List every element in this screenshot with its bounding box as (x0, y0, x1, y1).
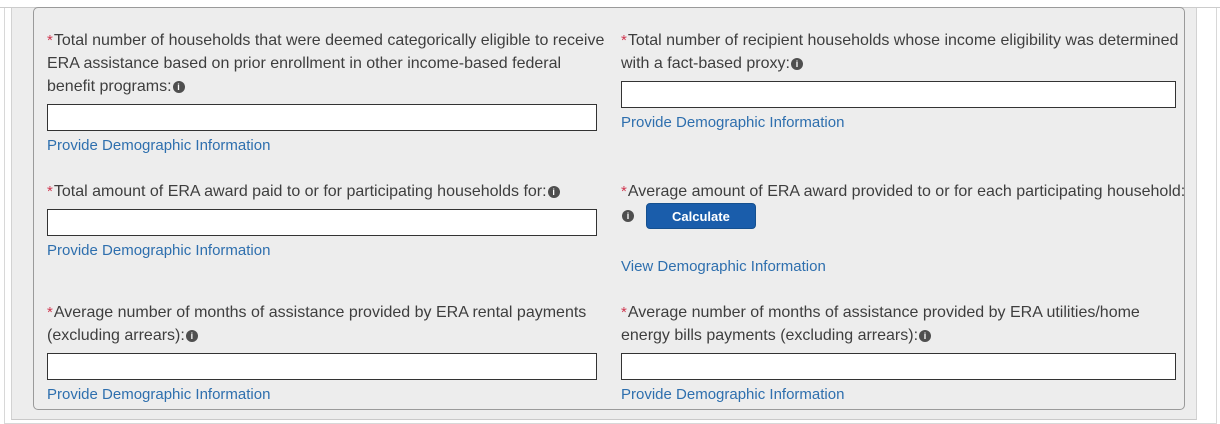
field-label-text: Average number of months of assistance p… (621, 304, 1140, 344)
average-months-utilities-payments-input[interactable] (621, 353, 1176, 380)
required-asterisk: * (621, 32, 627, 49)
provide-demographic-link[interactable]: Provide Demographic Information (47, 137, 271, 154)
required-asterisk: * (621, 304, 627, 321)
provide-demographic-link[interactable]: Provide Demographic Information (621, 114, 845, 131)
average-months-rental-payments-input[interactable] (47, 353, 597, 380)
field-average-months-rental-payments: *Average number of months of assistance … (47, 301, 597, 404)
field-label: *Total number of recipient households wh… (621, 29, 1188, 75)
total-era-award-paid-input[interactable] (47, 209, 597, 236)
era-assistance-fieldset: *Total number of households that were de… (33, 7, 1185, 410)
info-icon[interactable]: i (919, 330, 932, 342)
info-icon[interactable]: i (172, 81, 185, 93)
field-label: *Average number of months of assistance … (47, 301, 609, 347)
provide-demographic-link[interactable]: Provide Demographic Information (47, 242, 271, 259)
households-fact-based-proxy-input[interactable] (621, 81, 1176, 108)
field-households-fact-based-proxy: *Total number of recipient households wh… (621, 29, 1178, 132)
field-average-era-award-per-household: *Average amount of ERA award provided to… (621, 180, 1185, 276)
field-label-text: Total number of households that were dee… (47, 32, 605, 95)
required-asterisk: * (621, 183, 627, 200)
required-asterisk: * (47, 32, 53, 49)
calculate-button[interactable]: Calculate (646, 203, 756, 229)
field-households-categorically-eligible: *Total number of households that were de… (47, 29, 604, 155)
info-icon[interactable]: i (185, 330, 198, 342)
form-grid: *Total number of households that were de… (34, 8, 1185, 404)
field-total-era-award-paid: *Total amount of ERA award paid to or fo… (47, 180, 597, 260)
households-categorically-eligible-input[interactable] (47, 104, 597, 131)
info-icon[interactable]: i (622, 210, 634, 223)
required-asterisk: * (47, 183, 53, 200)
info-icon[interactable]: i (547, 186, 560, 198)
field-label-text: Average amount of ERA award provided to … (627, 183, 1186, 200)
field-label: *Total amount of ERA award paid to or fo… (47, 180, 609, 203)
field-label: *Average amount of ERA award provided to… (621, 180, 1188, 229)
provide-demographic-link[interactable]: Provide Demographic Information (47, 386, 271, 403)
field-average-months-utilities-payments: *Average number of months of assistance … (621, 301, 1176, 404)
field-label-text: Total number of recipient households who… (621, 32, 1179, 72)
field-label-text: Average number of months of assistance p… (47, 304, 587, 344)
info-icon[interactable]: i (790, 58, 803, 70)
field-label-text: Total amount of ERA award paid to or for… (53, 183, 547, 200)
required-asterisk: * (47, 304, 53, 321)
provide-demographic-link[interactable]: Provide Demographic Information (621, 386, 845, 403)
view-demographic-link[interactable]: View Demographic Information (621, 258, 826, 275)
field-label: *Average number of months of assistance … (621, 301, 1188, 347)
field-label: *Total number of households that were de… (47, 29, 609, 98)
